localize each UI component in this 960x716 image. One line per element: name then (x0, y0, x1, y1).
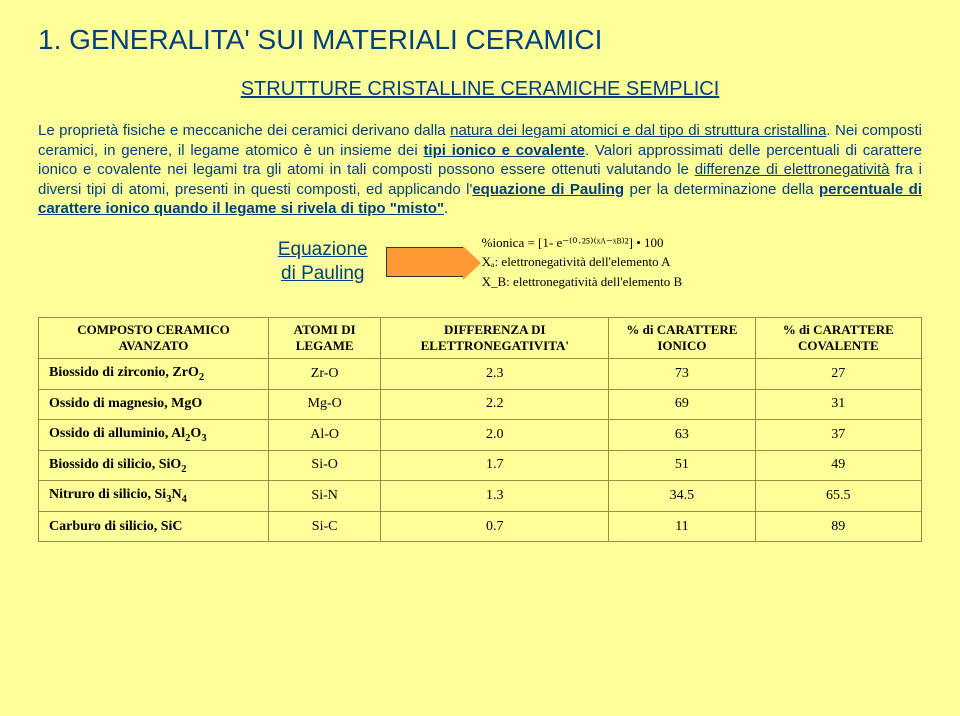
table-cell: 73 (609, 359, 755, 390)
table-header-row: COMPOSTO CERAMICO AVANZATO ATOMI DI LEGA… (39, 318, 922, 359)
table-row: Carburo di silicio, SiCSi-C0.71189 (39, 512, 922, 542)
table-cell: 2.2 (381, 389, 609, 419)
table-cell: 2.0 (381, 419, 609, 450)
formula-line: X_B: elettronegatività dell'elemento B (482, 272, 683, 292)
table-cell: 65.5 (755, 481, 921, 512)
table-header: % di CARATTERE IONICO (609, 318, 755, 359)
p-text: . (444, 200, 448, 217)
compound-label: Ossido di alluminio, Al2O3 (39, 419, 269, 450)
table-header: DIFFERENZA DI ELETTRONEGATIVITA' (381, 318, 609, 359)
table-cell: Al-O (269, 419, 381, 450)
compound-label: Carburo di silicio, SiC (39, 512, 269, 542)
equation-label: Equazione di Pauling (278, 238, 368, 286)
table-cell: 11 (609, 512, 755, 542)
table-cell: 34.5 (609, 481, 755, 512)
p-text: Le proprietà fisiche e meccaniche dei ce… (38, 122, 450, 139)
table-row: Biossido di zirconio, ZrO2Zr-O2.37327 (39, 359, 922, 390)
compound-label: Biossido di zirconio, ZrO2 (39, 359, 269, 390)
table-cell: Si-O (269, 450, 381, 481)
eq-label-line: di Pauling (281, 263, 364, 284)
p-underline: differenze di elettronegatività (695, 161, 890, 178)
table-cell: Zr-O (269, 359, 381, 390)
p-underline: natura dei legami atomici e dal tipo di … (450, 122, 826, 139)
table-cell: 89 (755, 512, 921, 542)
table-row: Biossido di silicio, SiO2Si-O1.75149 (39, 450, 922, 481)
table-cell: 2.3 (381, 359, 609, 390)
arrow-icon (386, 247, 464, 277)
table-cell: 0.7 (381, 512, 609, 542)
p-text: per la determinazione della (624, 181, 819, 198)
page-subtitle: STRUTTURE CRISTALLINE CERAMICHE SEMPLICI (38, 78, 922, 101)
table-row: Ossido di magnesio, MgOMg-O2.26931 (39, 389, 922, 419)
formula-line: Xₐ: elettronegatività dell'elemento A (482, 252, 683, 272)
table-cell: 27 (755, 359, 921, 390)
table-cell: 69 (609, 389, 755, 419)
equation-row: Equazione di Pauling %ionica = [1- e⁻⁽⁰·… (38, 233, 922, 292)
table-cell: 37 (755, 419, 921, 450)
table-cell: 31 (755, 389, 921, 419)
compound-label: Ossido di magnesio, MgO (39, 389, 269, 419)
table-cell: Si-N (269, 481, 381, 512)
eq-label-line: Equazione (278, 239, 368, 260)
formula-line: %ionica = [1- e⁻⁽⁰·²⁵⁾⁽ˣᴬ⁻ˣᴮ⁾²] • 100 (482, 233, 683, 253)
table-row: Ossido di alluminio, Al2O3Al-O2.06337 (39, 419, 922, 450)
compound-label: Nitruro di silicio, Si3N4 (39, 481, 269, 512)
table-cell: 51 (609, 450, 755, 481)
table-header: COMPOSTO CERAMICO AVANZATO (39, 318, 269, 359)
table-cell: 1.7 (381, 450, 609, 481)
equation-formula: %ionica = [1- e⁻⁽⁰·²⁵⁾⁽ˣᴬ⁻ˣᴮ⁾²] • 100 Xₐ… (482, 233, 683, 292)
table-cell: 63 (609, 419, 755, 450)
table-cell: 49 (755, 450, 921, 481)
composition-table: COMPOSTO CERAMICO AVANZATO ATOMI DI LEGA… (38, 317, 922, 542)
table-row: Nitruro di silicio, Si3N4Si-N1.334.565.5 (39, 481, 922, 512)
p-underline: tipi ionico e covalente (423, 142, 585, 159)
table-header: % di CARATTERE COVALENTE (755, 318, 921, 359)
page-title: 1. GENERALITA' SUI MATERIALI CERAMICI (38, 24, 922, 56)
intro-paragraph: Le proprietà fisiche e meccaniche dei ce… (38, 121, 922, 219)
compound-label: Biossido di silicio, SiO2 (39, 450, 269, 481)
p-underline: equazione di Pauling (472, 181, 624, 198)
table-cell: 1.3 (381, 481, 609, 512)
table-cell: Si-C (269, 512, 381, 542)
table-header: ATOMI DI LEGAME (269, 318, 381, 359)
table-cell: Mg-O (269, 389, 381, 419)
